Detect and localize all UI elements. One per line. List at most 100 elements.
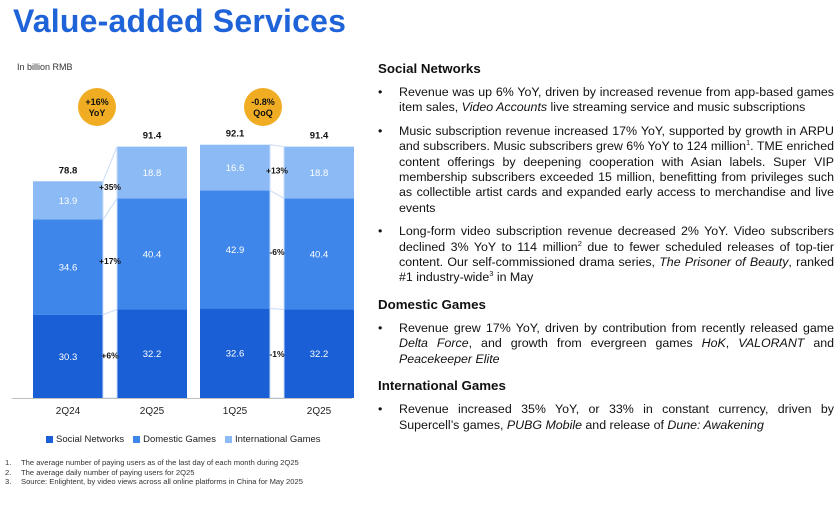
- bar-segment: [284, 309, 354, 398]
- total-label: 91.4: [143, 131, 162, 142]
- data-label: 13.9: [59, 196, 78, 207]
- footnote: 2. The average daily number of paying use…: [5, 468, 303, 478]
- bullet-item: Music subscription revenue increased 17%…: [378, 124, 834, 216]
- bar-segment: [200, 308, 270, 398]
- section-heading: Domestic Games: [378, 296, 486, 312]
- data-label: 40.4: [310, 249, 329, 260]
- x-tick-label: 1Q25: [223, 406, 248, 417]
- footnote-text: The average daily number of paying users…: [21, 467, 195, 477]
- data-label: 32.2: [143, 349, 162, 360]
- change-label: +35%: [99, 182, 121, 192]
- bar-segment: [284, 146, 354, 199]
- bar-segment: [117, 146, 187, 199]
- legend-label: International Games: [234, 434, 321, 445]
- bullet-text: , and growth from evergreen games: [468, 336, 702, 351]
- bullet-text: in May: [493, 270, 534, 285]
- bullet-text: due to fewer scheduled releases of top-t…: [399, 239, 835, 270]
- commentary-panel: Social Networks Revenue was up 6% YoY, dr…: [378, 60, 834, 433]
- bullet-text: ,: [725, 336, 739, 351]
- x-tick-label: 2Q25: [307, 406, 332, 417]
- data-label: 34.6: [59, 263, 78, 274]
- total-label: 92.1: [226, 129, 245, 140]
- legend-item: Social Networks: [46, 434, 124, 445]
- bullet-text: and: [804, 336, 835, 351]
- footnotes: 1. The average number of paying users as …: [5, 458, 303, 487]
- italic-text: Dune: Awakening: [667, 417, 764, 432]
- bullet-item: Revenue grew 17% YoY, driven by contribu…: [378, 321, 834, 367]
- revenue-bar-charts: 30.3 34.6 13.9 78.8 2Q24 32.2 40.4 18.8 91.4 2Q25…: [12, 88, 354, 417]
- section-heading: International Games: [378, 378, 506, 394]
- bullet-text: Revenue was up 6% YoY, driven by increas…: [399, 85, 834, 115]
- legend-item: Domestic Games: [133, 434, 216, 445]
- italic-text: Peacekeeper Elite: [399, 351, 500, 366]
- data-label: 32.6: [226, 349, 245, 360]
- bar-segment: [33, 314, 103, 398]
- data-label: 18.8: [143, 168, 162, 179]
- data-label: 30.3: [59, 352, 78, 363]
- footnote: 3. Source: Enlightent, by video views acr…: [5, 477, 303, 487]
- legend-swatch: [224, 436, 232, 443]
- change-label: -6%: [269, 247, 285, 257]
- bar-segment: [117, 309, 187, 398]
- change-badge-basis: YoY: [89, 108, 106, 118]
- change-label: +17%: [99, 256, 121, 266]
- x-tick-label: 2Q24: [56, 406, 81, 417]
- bullet-list: Revenue was up 6% YoY, driven by increas…: [378, 85, 834, 286]
- footnote-number: 3.: [5, 477, 12, 487]
- bar-segment: [200, 190, 270, 309]
- footnote-ref: 2: [577, 238, 582, 248]
- change-label: -1%: [269, 349, 285, 359]
- connector-band: [102, 146, 118, 222]
- footnote-ref: 1: [746, 138, 751, 148]
- bullet-text: , ranked #1 industry-wide: [399, 255, 834, 285]
- footnote-text: Source: Enlightent, by video views acros…: [21, 477, 303, 487]
- footnote-ref: 3: [489, 269, 494, 279]
- bullet-list: Revenue increased 35% YoY, or 33% in con…: [378, 402, 834, 433]
- bullet-text: Revenue grew 17% YoY, driven by contribu…: [399, 320, 834, 335]
- bullet-text: live streaming service and music subscri…: [547, 100, 806, 115]
- bar-segment: [33, 219, 103, 315]
- italic-text: The Prisoner of Beauty: [659, 255, 789, 270]
- bar-segment: [117, 198, 187, 310]
- x-tick-label: 2Q25: [140, 406, 165, 417]
- bullet-item: Revenue increased 35% YoY, or 33% in con…: [378, 402, 834, 433]
- bullet-item: Revenue was up 6% YoY, driven by increas…: [378, 85, 834, 116]
- change-badge-value: +16%: [85, 97, 108, 107]
- legend-swatch: [46, 436, 53, 443]
- change-badge-value: -0.8%: [251, 97, 275, 107]
- connector-band: [269, 144, 285, 200]
- legend-label: Domestic Games: [143, 434, 216, 445]
- bullet-item: Long-form video subscription revenue dec…: [378, 224, 834, 286]
- bullet-list: Revenue grew 17% YoY, driven by contribu…: [378, 321, 834, 367]
- footnote-number: 2.: [5, 467, 12, 477]
- total-label: 78.8: [59, 165, 78, 176]
- bullet-text: . TME enriched content offerings by deep…: [399, 139, 834, 215]
- bullet-text: and release of: [581, 417, 668, 432]
- italic-text: HoK: [701, 336, 726, 351]
- data-label: 42.9: [226, 245, 245, 256]
- legend-item: International Games: [224, 434, 321, 445]
- bar-segment: [284, 198, 354, 310]
- footnote: 1. The average number of paying users as …: [5, 458, 303, 468]
- section-heading: Social Networks: [378, 61, 481, 76]
- bullet-text: Long-form video subscription revenue dec…: [399, 224, 834, 254]
- italic-text: Video Accounts: [461, 100, 548, 115]
- italic-text: PUBG Mobile: [506, 417, 582, 432]
- change-label: +6%: [101, 351, 119, 361]
- legend-label: Social Networks: [56, 434, 125, 445]
- footnote-number: 1.: [5, 458, 12, 467]
- change-badge: [244, 88, 282, 126]
- bullet-text: Revenue increased 35% YoY, or 33% in con…: [399, 402, 834, 432]
- legend-swatch: [133, 436, 141, 443]
- change-label: +13%: [266, 166, 288, 176]
- chart-legend: Social Networks Domestic Games Internation…: [46, 434, 321, 445]
- data-label: 40.4: [143, 249, 162, 260]
- page-title: Value-added Services: [13, 3, 347, 39]
- bar-segment: [33, 181, 103, 220]
- total-label: 91.4: [310, 131, 329, 142]
- data-label: 32.2: [310, 349, 329, 360]
- change-badge: [78, 88, 116, 126]
- data-label: 16.6: [226, 163, 245, 174]
- bar-segment: [200, 144, 270, 191]
- unit-label: In billion RMB: [17, 62, 73, 72]
